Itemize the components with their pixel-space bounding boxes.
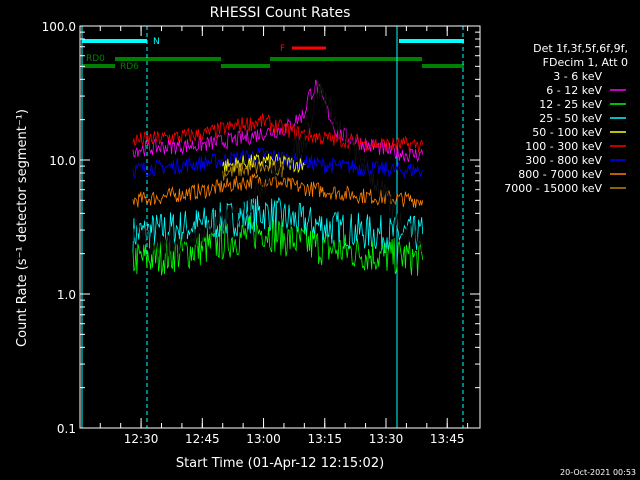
status-flags: N F RD0 RD6: [82, 37, 464, 72]
legend-label: 7000 - 15000 keV: [504, 182, 602, 195]
legend-label: 3 - 6 keV: [553, 70, 602, 83]
series-layer: [132, 79, 424, 276]
y-tick-label: 100.0: [42, 20, 76, 34]
x-tick-label: 12:45: [185, 432, 220, 446]
legend-header-decim: FDecim 1, Att 0: [543, 56, 628, 69]
legend-label: 25 - 50 keV: [539, 112, 602, 125]
series-line-300-800keV: [132, 147, 424, 179]
x-tick-label: 13:45: [430, 432, 465, 446]
series-line-3-6keV: [132, 81, 424, 257]
x-tick-label: 13:15: [307, 432, 342, 446]
series-line-800-7000keV: [132, 173, 424, 208]
legend: Det 1f,3f,5f,6f,9f, FDecim 1, Att 0 3 - …: [504, 42, 628, 195]
x-axis-ticks: 12:30 12:45 13:00 13:15 13:30 13:45: [99, 26, 469, 446]
chart-title: RHESSI Count Rates: [210, 5, 351, 21]
legend-label: 12 - 25 keV: [539, 98, 602, 111]
flag-rd0-label: RD0: [86, 54, 105, 64]
x-tick-label: 13:00: [246, 432, 281, 446]
x-tick-label: 13:30: [369, 432, 404, 446]
series-line-100-300keV: [132, 113, 424, 153]
y-tick-label: 0.1: [57, 422, 76, 436]
x-axis-label: Start Time (01-Apr-12 12:15:02): [176, 456, 384, 471]
legend-label: 50 - 100 keV: [532, 126, 602, 139]
y-axis-label: Count Rate (s⁻¹ detector segment⁻¹): [15, 109, 30, 347]
series-line-7000-15000keV: [222, 160, 285, 181]
legend-label: 6 - 12 keV: [546, 84, 602, 97]
y-tick-label: 1.0: [57, 288, 76, 302]
series-line-25-50keV: [132, 195, 424, 253]
legend-label: 100 - 300 keV: [525, 140, 602, 153]
flag-f-label: F: [280, 44, 285, 54]
legend-label: 300 - 800 keV: [525, 154, 602, 167]
timestamp: 20-Oct-2021 00:53: [560, 468, 636, 477]
legend-header-detectors: Det 1f,3f,5f,6f,9f,: [533, 42, 628, 55]
series-line-12-25keV: [132, 216, 424, 276]
y-axis-ticks: 0.1 1.0 10.0 100.0: [42, 20, 480, 436]
legend-label: 800 - 7000 keV: [518, 168, 602, 181]
plot-frame: [79, 25, 481, 429]
flag-n-label: N: [153, 37, 160, 47]
x-tick-label: 12:30: [124, 432, 159, 446]
y-tick-label: 10.0: [49, 154, 76, 168]
flag-rd6-label: RD6: [120, 62, 139, 72]
